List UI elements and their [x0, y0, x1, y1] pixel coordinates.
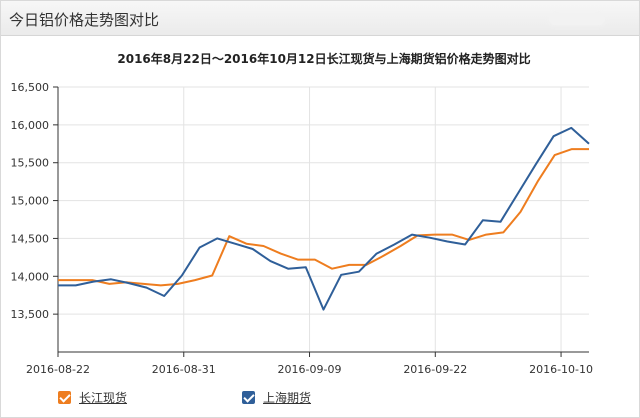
y-axis-ticks: 13,500 14,000 14,500 15,000 15,500 16,000 16,5… — [11, 81, 58, 321]
legend-item-series-2[interactable]: 上海期货 — [242, 386, 311, 408]
x-tick-label: 2016-08-22 — [26, 363, 90, 376]
series-line-1 — [58, 148, 589, 287]
legend-label: 上海期货 — [263, 390, 312, 405]
grid-lines — [57, 86, 589, 352]
blurred-logo — [549, 13, 605, 25]
series-line-2 — [58, 126, 590, 311]
x-tick-label: 2016-08-31 — [152, 363, 216, 376]
x-tick-label: 2016-10-10 — [529, 363, 593, 376]
checkbox-icon[interactable] — [58, 390, 71, 404]
checkbox-icon[interactable] — [242, 390, 255, 404]
y-tick-label: 15,500 — [11, 157, 50, 170]
y-tick-label: 14,500 — [11, 232, 50, 245]
x-tick-label: 2016-09-09 — [278, 363, 342, 376]
panel-title: 今日铝价格走势图对比 — [9, 11, 160, 29]
y-tick-label: 16,000 — [11, 119, 50, 132]
chart-title: 2016年8月22日～2016年10月12日长江现货与上海期货铝价格走势图对比 — [117, 51, 530, 66]
legend-label: 长江现货 — [79, 390, 128, 405]
x-axis-ticks: 2016-08-22 2016-08-31 2016-09-09 2016-09-22… — [26, 352, 593, 376]
panel-header: 今日铝价格走势图对比 — [1, 1, 639, 36]
y-tick-label: 13,500 — [11, 308, 50, 321]
y-tick-label: 16,500 — [11, 81, 50, 94]
y-tick-label: 15,000 — [11, 195, 50, 208]
y-tick-label: 14,000 — [11, 270, 50, 283]
axes — [57, 87, 589, 353]
series-group — [58, 126, 590, 311]
x-tick-label: 2016-09-22 — [403, 363, 467, 376]
legend-item-series-1[interactable]: 长江现货 — [58, 386, 127, 408]
